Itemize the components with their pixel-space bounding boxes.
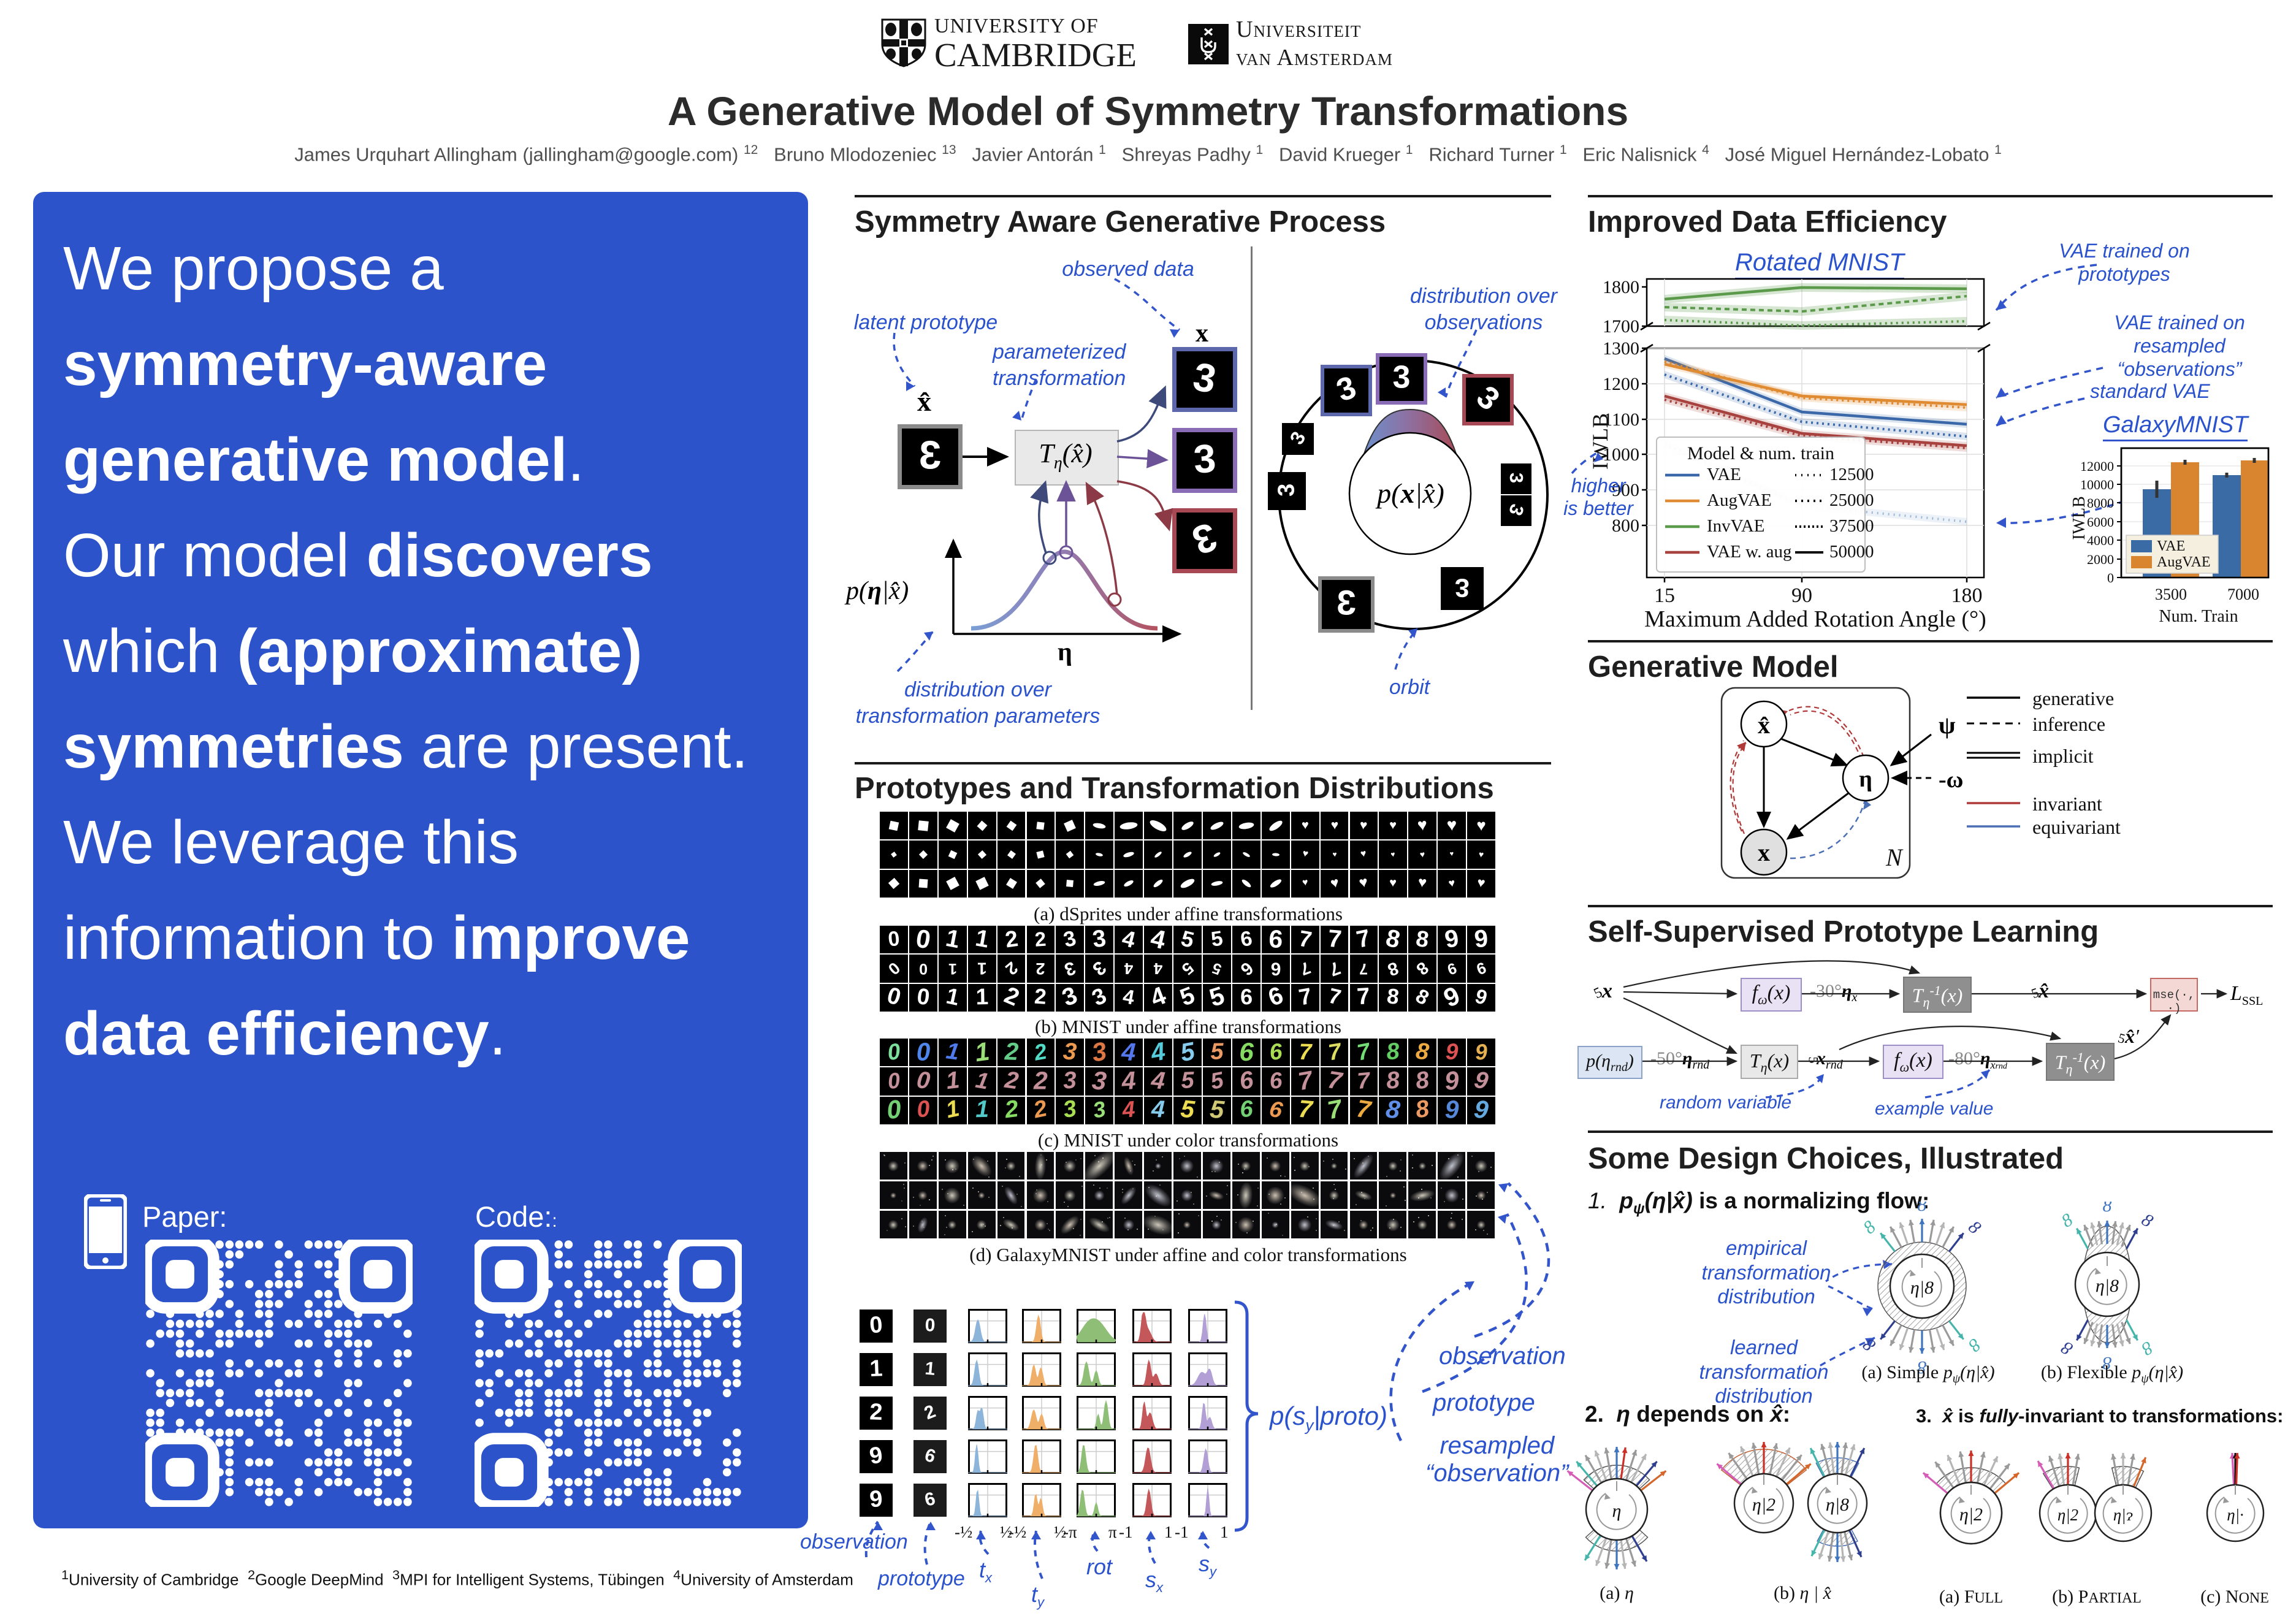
svg-text:90: 90	[1791, 584, 1812, 607]
svg-text:12000: 12000	[2080, 459, 2114, 474]
svg-text:8: 8	[1918, 1357, 1927, 1378]
svg-text:8000: 8000	[2087, 495, 2114, 511]
svg-text:15: 15	[1654, 584, 1675, 607]
svg-text:3500: 3500	[2155, 585, 2187, 603]
svg-text:η|2: η|2	[1959, 1504, 1983, 1525]
svg-text:inference: inference	[2032, 713, 2105, 735]
svg-text:0: 0	[2107, 570, 2114, 585]
svg-text:7000: 7000	[2227, 585, 2259, 603]
svg-text:η|ɂ: η|ɂ	[2113, 1506, 2134, 1524]
svg-text:InvVAE: InvVAE	[1707, 516, 1765, 536]
svg-text:8: 8	[2138, 1337, 2156, 1359]
svg-text:VAE w. aug: VAE w. aug	[1707, 542, 1792, 562]
svg-text:1100: 1100	[1603, 410, 1639, 430]
svg-text:1800: 1800	[1603, 277, 1639, 297]
svg-text:8: 8	[2103, 1202, 2112, 1216]
svg-text:25000: 25000	[1829, 490, 1874, 510]
svg-text:η|8: η|8	[2096, 1276, 2119, 1296]
svg-text:VAE: VAE	[2157, 538, 2185, 554]
svg-text:IWLB: IWLB	[2072, 496, 2089, 540]
svg-text:8: 8	[1859, 1335, 1880, 1356]
svg-text:12500: 12500	[1829, 465, 1874, 484]
svg-text:invariant: invariant	[2032, 793, 2102, 815]
svg-text:η|2: η|2	[1752, 1495, 1775, 1515]
svg-text:η|8: η|8	[1826, 1495, 1849, 1515]
svg-text:180: 180	[1951, 584, 1983, 607]
svg-text:x̂: x̂	[1758, 711, 1770, 739]
svg-text:10000: 10000	[2080, 477, 2114, 492]
svg-text:N: N	[1885, 844, 1904, 871]
svg-text:η|8: η|8	[1910, 1278, 1934, 1298]
svg-text:x: x	[1758, 839, 1770, 866]
svg-text:equivariant: equivariant	[2032, 816, 2121, 838]
svg-text:37500: 37500	[1829, 516, 1874, 536]
svg-text:η: η	[1612, 1501, 1622, 1521]
svg-text:η|·: η|·	[2227, 1506, 2244, 1524]
svg-text:η|2: η|2	[2058, 1506, 2078, 1524]
svg-text:8: 8	[2058, 1337, 2077, 1359]
svg-text:AugVAE: AugVAE	[1707, 490, 1772, 510]
svg-text:Model & num. train: Model & num. train	[1687, 443, 1834, 463]
svg-text:implicit: implicit	[2032, 745, 2094, 767]
svg-text:ψ: ψ	[1939, 711, 1956, 739]
svg-text:6000: 6000	[2087, 514, 2114, 530]
svg-text:8: 8	[2058, 1210, 2077, 1232]
svg-text:1000: 1000	[1603, 444, 1639, 465]
svg-text:8: 8	[1918, 1202, 1927, 1215]
svg-text:AugVAE: AugVAE	[2157, 554, 2211, 570]
svg-text:2000: 2000	[2087, 552, 2114, 567]
svg-text:Num. Train: Num. Train	[2159, 607, 2238, 626]
svg-text:8: 8	[1964, 1217, 1985, 1238]
svg-text:8: 8	[2138, 1210, 2156, 1232]
svg-text:8: 8	[1859, 1217, 1880, 1238]
svg-text:900: 900	[1612, 480, 1639, 500]
svg-text:-ω: -ω	[1939, 767, 1963, 793]
svg-text:800: 800	[1612, 516, 1639, 536]
svg-text:generative: generative	[2032, 687, 2114, 709]
svg-text:1300: 1300	[1603, 338, 1639, 359]
svg-text:Maximum Added Rotation Angle (: Maximum Added Rotation Angle (°)	[1644, 606, 1986, 632]
svg-text:1200: 1200	[1603, 374, 1639, 394]
svg-text:50000: 50000	[1829, 542, 1874, 562]
svg-text:4000: 4000	[2087, 533, 2114, 548]
svg-text:η: η	[1859, 766, 1872, 792]
svg-text:8: 8	[2103, 1353, 2112, 1373]
svg-text:1700: 1700	[1603, 316, 1639, 337]
svg-text:8: 8	[1964, 1335, 1985, 1356]
svg-text:VAE: VAE	[1707, 465, 1741, 484]
